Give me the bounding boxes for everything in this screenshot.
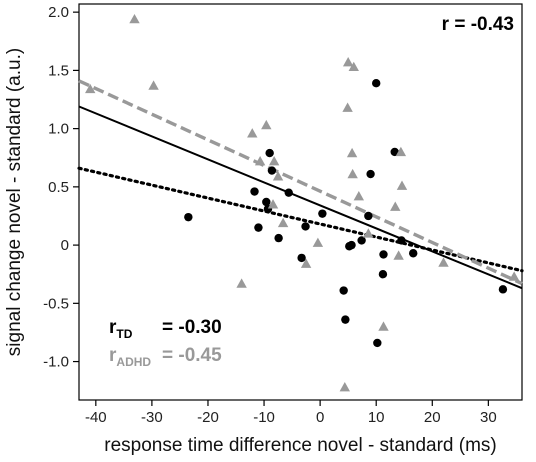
td-data-point <box>366 169 375 179</box>
td-data-point <box>250 187 259 196</box>
y-tick-label: 1.5 <box>48 62 69 79</box>
r-td-annotation: rTD = -0.30 <box>109 317 222 341</box>
adhd-data-point <box>312 237 324 247</box>
td-data-point <box>372 79 381 88</box>
adhd-data-point <box>277 217 289 228</box>
td-data-point <box>297 253 306 263</box>
adhd-data-point <box>261 119 272 130</box>
r-td-value: = -0.30 <box>162 317 222 338</box>
svg-text:rTD: rTD <box>109 317 133 341</box>
td-data-point <box>184 212 193 222</box>
adhd-data-point <box>342 57 354 67</box>
plot-frame <box>78 3 523 401</box>
y-tick-label: -1.0 <box>43 354 69 371</box>
r-adhd-value: = -0.45 <box>162 345 222 366</box>
td-data-point <box>339 286 348 295</box>
td-data-point <box>390 147 399 157</box>
adhd-data-point <box>254 156 266 166</box>
svg-text:rADHD: rADHD <box>109 345 151 369</box>
td-data-point <box>254 223 263 232</box>
adhd-data-point <box>85 83 96 94</box>
x-tick-label: 0 <box>316 409 324 426</box>
td-data-point <box>357 236 366 245</box>
y-tick-label: -0.5 <box>43 295 69 312</box>
adhd-data-point <box>347 168 358 179</box>
adhd-data-point <box>342 102 353 112</box>
x-tick-label: -10 <box>253 409 275 426</box>
r-adhd-symbol: r <box>109 345 117 366</box>
x-tick-label: -40 <box>85 409 107 426</box>
adhd-data-point <box>300 258 312 268</box>
y-tick-label: 0 <box>61 237 69 254</box>
td-data-point <box>284 188 293 197</box>
r-td-subscript: TD <box>116 327 132 341</box>
y-tick-label: 0.5 <box>48 179 69 196</box>
y-axis-title: signal change novel - standard (a.u.) <box>4 48 25 356</box>
td-data-point <box>378 270 388 279</box>
adhd-data-point <box>396 180 408 190</box>
adhd-data-point <box>348 61 359 72</box>
adhd-data-point <box>148 80 159 90</box>
adhd-data-point <box>438 257 449 267</box>
td-data-point <box>373 338 382 348</box>
adhd-data-point <box>508 271 520 281</box>
td-data-point <box>498 285 508 294</box>
adhd-data-point <box>390 201 401 211</box>
td-data-point <box>379 250 388 259</box>
regression-lines <box>77 79 524 290</box>
adhd-data-point <box>268 156 280 166</box>
y-tick-label: 1.0 <box>48 121 69 138</box>
td-data-point <box>267 166 277 175</box>
x-tick-label: -30 <box>141 409 163 426</box>
adhd-data-point <box>339 381 350 392</box>
adhd-data-point <box>236 278 247 288</box>
adhd-data-point <box>393 250 404 260</box>
td-data-point <box>347 240 356 250</box>
adhd-data-point <box>346 147 358 158</box>
adhd-data-point <box>363 228 374 238</box>
x-tick-label: 30 <box>480 409 497 426</box>
adhd-data-point <box>378 321 389 331</box>
data-points <box>85 13 520 392</box>
td-data-point <box>341 315 350 324</box>
td-data-point <box>318 209 327 218</box>
adhd-data-point <box>272 171 284 181</box>
x-axis-title: response time difference novel - standar… <box>104 435 497 456</box>
r-overall-label: r = -0.43 <box>442 14 514 35</box>
adhd-data-point <box>267 199 279 209</box>
fit-line-dashed <box>78 79 523 286</box>
fit-line-dotted <box>77 166 524 273</box>
y-tick-label: 2.0 <box>48 4 69 21</box>
x-tick-label: 10 <box>368 409 385 426</box>
r-adhd-annotation: rADHD = -0.45 <box>109 345 222 369</box>
y-axis-ticks: -1.0 -0.5 0 0.5 1.0 1.5 2.0 <box>43 4 79 371</box>
td-data-point <box>301 222 310 231</box>
td-data-point <box>274 233 283 243</box>
adhd-data-point <box>353 190 365 201</box>
x-tick-label: 20 <box>424 409 441 426</box>
td-data-point <box>397 236 406 245</box>
td-data-point <box>364 211 373 221</box>
td-data-point <box>265 148 274 158</box>
x-axis-ticks: -40 -30 -20 -10 0 10 20 30 <box>85 400 497 426</box>
adhd-data-point <box>395 146 407 157</box>
adhd-data-point <box>247 128 258 138</box>
r-td-symbol: r <box>109 317 117 338</box>
r-adhd-subscript: ADHD <box>116 355 151 369</box>
td-data-point <box>262 197 271 207</box>
fit-line-solid <box>78 105 523 290</box>
x-tick-label: -20 <box>197 409 219 426</box>
adhd-data-point <box>129 13 140 24</box>
td-data-point <box>409 249 418 258</box>
